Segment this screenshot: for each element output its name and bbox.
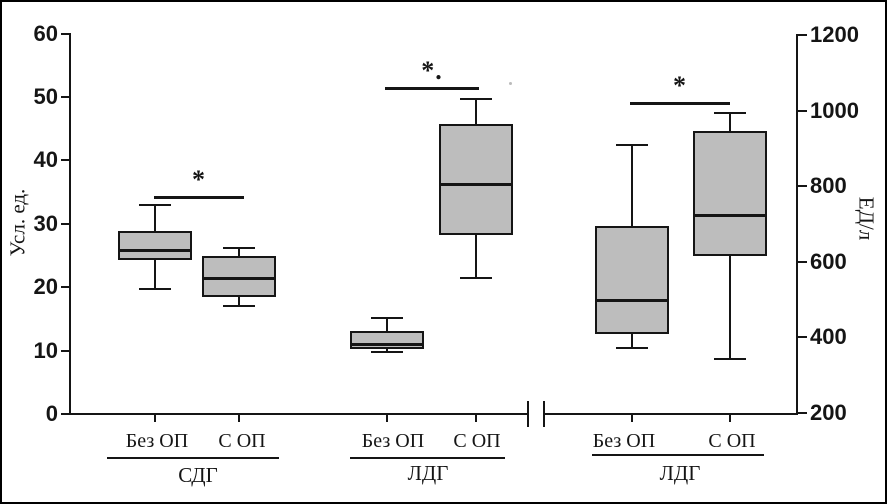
y-axis-right-tick-label: 800: [810, 173, 847, 199]
whisker-cap-bottom: [138, 288, 171, 291]
group-underline: [350, 457, 505, 459]
significance-marker: *.: [421, 56, 443, 85]
y-axis-left-tick: [61, 159, 70, 162]
significance-marker: *: [673, 71, 687, 100]
y-axis-right-tick: [798, 336, 807, 339]
x-axis-right-segment: [544, 413, 798, 415]
y-axis-left-tick: [61, 413, 70, 415]
whisker-cap-top: [138, 203, 171, 206]
y-axis-right-tick: [798, 260, 807, 263]
axis-break-mark: [543, 401, 545, 427]
group-underline: [107, 457, 279, 459]
y-axis-right-tick-label: 1200: [810, 22, 859, 47]
y-axis-right-tick-label: 400: [810, 324, 847, 350]
y-axis-right-tick: [798, 412, 807, 414]
y-axis-left-tick: [61, 95, 70, 98]
y-axis-left-tick-label: 40: [33, 147, 58, 173]
x-axis-tick: [385, 415, 388, 422]
group-label: ЛДГ: [407, 461, 449, 485]
condition-label: С ОП: [218, 430, 266, 452]
whisker-cap-top: [615, 143, 648, 146]
median-line: [201, 277, 276, 281]
condition-label: Без ОП: [592, 430, 656, 452]
median-line: [438, 183, 513, 187]
x-axis-tick: [630, 415, 633, 422]
group-label: ЛДГ: [659, 461, 701, 485]
whisker-cap-top: [222, 246, 255, 249]
y-axis-left-tick: [61, 286, 70, 289]
y-axis-left-tick-label: 10: [33, 337, 58, 363]
group-underline: [592, 454, 764, 456]
significance-marker: *: [192, 165, 206, 194]
y-axis-left-tick: [61, 32, 70, 35]
whisker-cap-top: [459, 97, 492, 100]
y-axis-right-tick-label: 200: [810, 400, 847, 425]
y-axis-left-tick-label: 50: [33, 83, 58, 109]
significance-line: [154, 196, 244, 199]
whisker-cap-bottom: [222, 304, 255, 307]
x-axis-tick: [728, 415, 731, 422]
y-axis-right-line: [796, 34, 798, 415]
x-axis-tick: [474, 415, 477, 422]
group-label: СДГ: [178, 463, 218, 487]
y-axis-left-tick-label: 0: [45, 401, 58, 426]
median-line: [692, 213, 767, 217]
condition-label: Без ОП: [361, 430, 425, 452]
condition-label: С ОП: [453, 430, 501, 452]
whisker-cap-top: [713, 112, 746, 115]
whisker-cap-bottom: [370, 350, 403, 353]
whisker-cap-bottom: [459, 276, 492, 279]
whisker-cap-bottom: [615, 346, 648, 349]
median-line: [349, 343, 424, 347]
axis-break-mark: [527, 401, 529, 427]
y-axis-right-tick-label: 600: [810, 248, 847, 274]
box: [201, 256, 276, 298]
significance-line: [630, 102, 730, 105]
median-line: [117, 248, 192, 252]
artifact-dot: [509, 82, 512, 85]
condition-label: Без ОП: [125, 430, 189, 452]
y-axis-right-tick: [798, 34, 807, 36]
y-axis-right-tick: [798, 185, 807, 188]
y-axis-left-tick: [61, 222, 70, 225]
condition-label: С ОП: [708, 430, 756, 452]
whisker-cap-bottom: [713, 357, 746, 360]
box: [438, 124, 513, 235]
x-axis-tick: [237, 415, 240, 422]
significance-line: [385, 87, 479, 90]
y-axis-left-tick-label: 20: [33, 274, 58, 300]
box: [692, 131, 767, 257]
y-axis-left-tick: [61, 349, 70, 352]
x-axis-left-segment: [69, 413, 529, 415]
y-axis-right-tick: [798, 109, 807, 112]
box: [117, 230, 192, 260]
box: [594, 225, 669, 334]
x-axis-tick: [153, 415, 156, 422]
y-axis-right-tick-label: 1000: [810, 97, 859, 123]
y-axis-left-tick-label: 60: [33, 20, 58, 46]
y-axis-left-line: [69, 33, 71, 415]
whisker-cap-top: [370, 317, 403, 320]
y-axis-left-tick-label: 30: [33, 210, 58, 236]
median-line: [594, 298, 669, 302]
